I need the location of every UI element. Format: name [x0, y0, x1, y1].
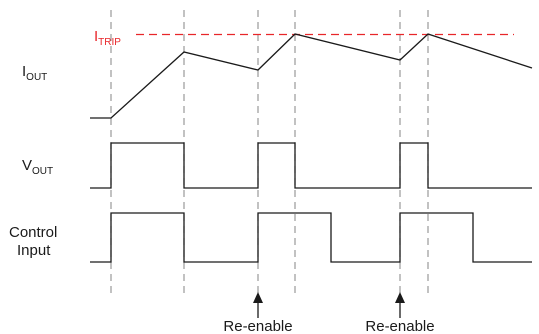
reenable-label-2: Re-enable [365, 318, 434, 334]
vout-waveform [90, 142, 532, 189]
control-input-label-line1: Control [9, 224, 57, 241]
arrow-up-icon [253, 292, 263, 303]
guide-lines [110, 10, 429, 293]
iout-waveform [90, 33, 533, 119]
reenable-arrow-2 [395, 292, 405, 318]
trip-label: ITRIP [94, 28, 121, 48]
vout-label: VOUT [22, 157, 53, 177]
reenable-arrow-1 [253, 292, 263, 318]
control-input-label-line2: Input [17, 242, 51, 259]
control-input-waveform [90, 212, 532, 263]
iout-label: IOUT [22, 63, 47, 83]
reenable-label-1: Re-enable [223, 318, 292, 334]
arrow-up-icon [395, 292, 405, 303]
